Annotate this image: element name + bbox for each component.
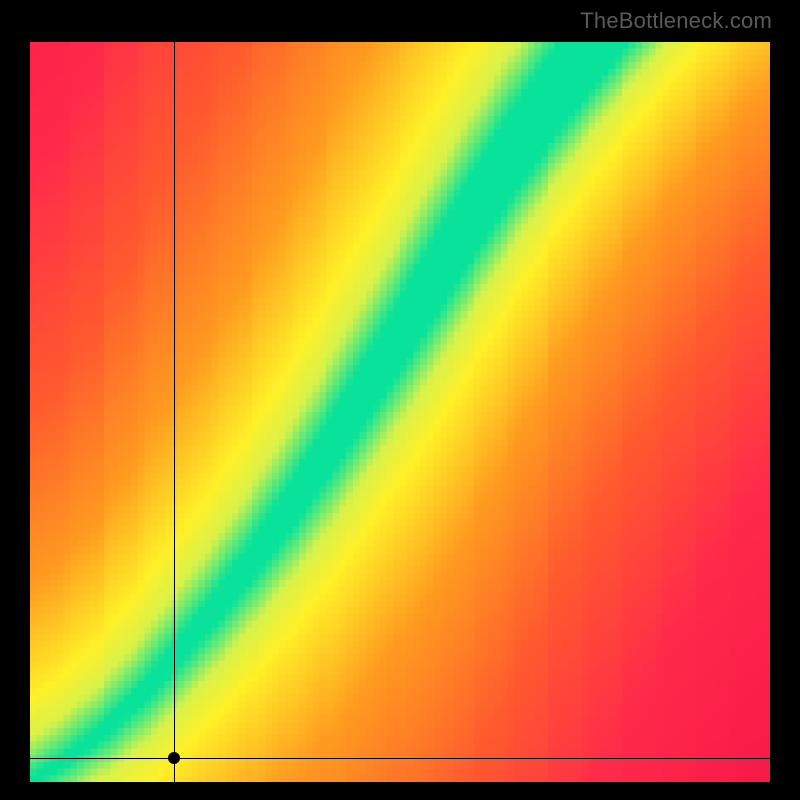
crosshair-horizontal	[30, 758, 770, 759]
heatmap-canvas	[30, 42, 770, 782]
bottleneck-heatmap	[30, 42, 770, 782]
crosshair-marker-dot	[168, 752, 180, 764]
crosshair-vertical	[174, 42, 175, 782]
watermark-text: TheBottleneck.com	[580, 8, 772, 34]
